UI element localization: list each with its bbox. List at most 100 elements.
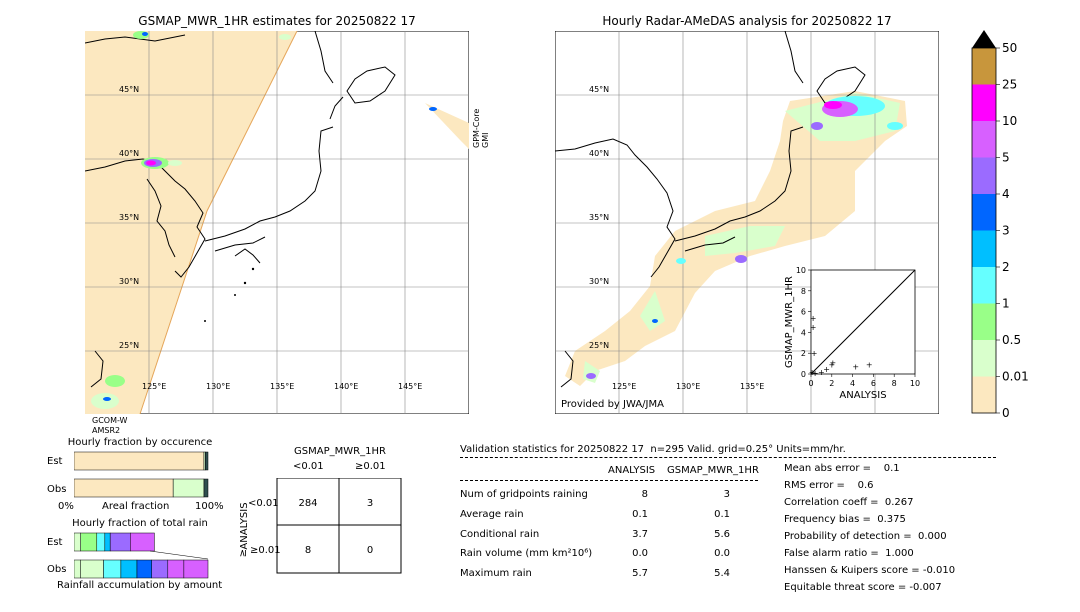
left-swath <box>85 31 297 414</box>
scatter-xtick-label: 4 <box>850 379 855 388</box>
scatter-ytick-label: 4 <box>801 328 806 337</box>
contingency-title: GSMAP_MWR_1HR <box>294 446 386 457</box>
right-lat-label: 40°N <box>589 149 609 158</box>
validation-row-analysis: 3.7 <box>632 529 648 540</box>
colorbar-segment <box>972 121 996 158</box>
right-lon-label: 135°E <box>740 382 764 391</box>
colorbar-segment <box>972 84 996 121</box>
validation-row-label: Conditional rain <box>460 529 540 540</box>
contingency-cell: 3 <box>367 498 373 509</box>
left-gridlines <box>85 31 469 414</box>
contingency-row-high: ≥0.01 <box>250 545 281 556</box>
contingency-row-axis: ANALYSIS <box>239 502 250 549</box>
validation-row-label: Rain volume (mm km²10⁶) <box>460 548 593 559</box>
contingency-cell: 8 <box>305 545 311 556</box>
occurrence-axis-right: 100% <box>195 501 224 512</box>
colorbar-arrow-icon <box>972 30 996 48</box>
validation-divider <box>460 457 996 458</box>
left-lat-label: 25°N <box>119 341 139 350</box>
right-lon-label: 125°E <box>612 382 636 391</box>
colorbar-segment <box>972 48 996 85</box>
scatter-ytick-label: 10 <box>796 266 806 275</box>
contingency-col-high: ≥0.01 <box>355 461 386 472</box>
validation-row-label: Maximum rain <box>460 568 532 579</box>
colorbar-label: 4 <box>1002 187 1010 201</box>
total-rain-segment <box>183 559 209 579</box>
right-lat-label: 30°N <box>589 277 609 286</box>
colorbar-label: 10 <box>1002 114 1017 128</box>
occurrence-bars <box>74 451 209 498</box>
scatter-xtick-label: 0 <box>808 379 813 388</box>
validation-row-label: Num of gridpoints raining <box>460 489 588 500</box>
contingency-col-low: <0.01 <box>293 461 324 472</box>
validation-header: Validation statistics for 20250822 17 n=… <box>460 444 846 455</box>
scatter-ytick-label: 6 <box>801 308 806 317</box>
colorbar-segment <box>972 267 996 304</box>
total-rain-segment <box>130 532 155 552</box>
svg-text:GPM-Core: GPM-Core <box>472 109 481 148</box>
left-lat-label: 35°N <box>119 213 139 222</box>
scatter-point: + <box>810 314 817 323</box>
scatter-point: + <box>866 361 873 370</box>
score-line: Equitable threat score = -0.007 <box>784 582 942 593</box>
scatter-point: + <box>818 368 825 377</box>
right-lat-label: 35°N <box>589 213 609 222</box>
colorbar-segment <box>972 230 996 267</box>
left-swath-ne <box>425 103 469 149</box>
colorbar-segment <box>972 303 996 340</box>
scatter-xtick-label: 2 <box>829 379 834 388</box>
occurrence-obs-label: Obs <box>47 484 67 495</box>
scatter-point: + <box>829 359 836 368</box>
occurrence-axis-mid: Areal fraction <box>102 501 170 512</box>
scatter-xlabel: ANALYSIS <box>839 390 886 401</box>
score-line: Hanssen & Kuipers score = -0.010 <box>784 565 956 576</box>
left-bottom-label-1: GCOM-W <box>92 416 128 425</box>
occurrence-est-label: Est <box>47 456 63 467</box>
total-rain-est-label: Est <box>47 537 63 548</box>
total-rain-segment <box>74 559 81 579</box>
occurrence-obs-bar <box>74 478 209 498</box>
score-line: False alarm ratio = 1.000 <box>784 548 914 559</box>
left-lat-label: 45°N <box>119 85 139 94</box>
occurrence-segment <box>172 478 205 498</box>
left-lon-label: 140°E <box>334 382 358 391</box>
score-line: Frequency bias = 0.375 <box>784 514 906 525</box>
left-lon-label: 135°E <box>270 382 294 391</box>
scatter-point: + <box>809 368 816 377</box>
total-rain-segment <box>120 559 138 579</box>
total-rain-segment <box>167 559 185 579</box>
validation-col-analysis: ANALYSIS <box>608 465 656 476</box>
colorbar-label: 2 <box>1002 260 1010 274</box>
left-lon-label: 130°E <box>206 382 230 391</box>
total-rain-segment <box>104 532 111 552</box>
score-line: Probability of detection = 0.000 <box>784 531 947 542</box>
validation-row-analysis: 0.1 <box>632 509 648 520</box>
scatter-ytick-label: 2 <box>801 349 806 358</box>
scatter-ytick-label: 0 <box>801 370 806 379</box>
colorbar-segment <box>972 340 996 377</box>
left-lat-label: 40°N <box>119 149 139 158</box>
scatter-point: + <box>811 349 818 358</box>
contingency-row-high-sign: ≥ <box>238 549 249 557</box>
colorbar-label: 25 <box>1002 78 1017 92</box>
occurrence-axis-left: 0% <box>58 501 74 512</box>
scatter-xtick-label: 8 <box>892 379 897 388</box>
left-side-labels: GPM-Core GMI <box>472 109 490 148</box>
scatter-point: + <box>852 363 859 372</box>
total-rain-segment <box>109 532 131 552</box>
scatter-yticks: 0 2 4 6 8 10 <box>796 266 811 379</box>
left-lon-label: 125°E <box>142 382 166 391</box>
validation-col-est: GSMAP_MWR_1HR <box>667 465 759 476</box>
left-rain <box>91 31 437 409</box>
left-map-title: GSMAP_MWR_1HR estimates for 20250822 17 <box>138 14 416 28</box>
right-lat-label: 45°N <box>589 85 609 94</box>
total-rain-segment <box>151 559 169 579</box>
score-line: Correlation coeff = 0.267 <box>784 497 914 508</box>
occurrence-segment <box>205 451 209 471</box>
scatter-ytick-label: 8 <box>801 287 806 296</box>
left-map: 45°N 40°N 35°N 30°N 25°N 125°E 130°E 135… <box>85 31 469 414</box>
scatter-diagonal <box>810 269 916 375</box>
left-lon-label: 145°E <box>398 382 422 391</box>
colorbar-segment <box>972 194 996 231</box>
scatter-point: + <box>823 365 830 374</box>
